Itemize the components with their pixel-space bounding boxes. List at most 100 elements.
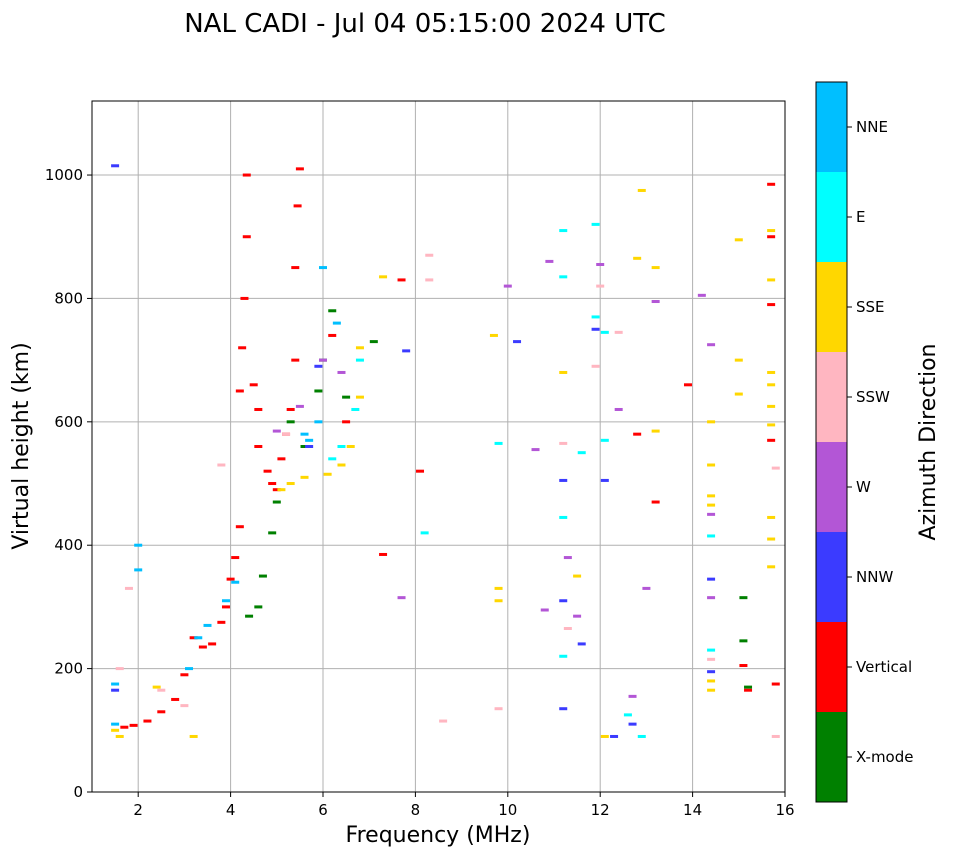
series-e (328, 222, 716, 738)
colorbar-tick-label: X-mode (856, 748, 913, 766)
data-point (272, 488, 281, 492)
data-point (115, 667, 124, 671)
data-point (559, 707, 568, 711)
plot-area-frame (91, 100, 786, 793)
data-point (425, 278, 434, 282)
colorbar-segment (816, 82, 847, 172)
data-point (332, 321, 341, 325)
data-point (577, 642, 586, 646)
data-point (559, 599, 568, 603)
data-point (744, 685, 753, 689)
data-point (355, 395, 364, 399)
data-point (305, 445, 314, 448)
data-point (628, 722, 637, 726)
data-point (111, 682, 120, 686)
data-point (351, 407, 360, 411)
data-point (328, 309, 337, 313)
colorbar-segment (816, 352, 847, 442)
data-point (707, 534, 716, 538)
data-point (258, 574, 267, 578)
data-point (559, 370, 568, 374)
x-axis-label: Frequency (MHz) (346, 823, 531, 848)
x-tick-label: 16 (775, 801, 794, 819)
data-point (249, 383, 258, 387)
data-point (272, 500, 281, 504)
colorbar-tick-label: NNE (856, 118, 888, 136)
y-axis-label: Virtual height (km) (9, 342, 34, 549)
data-point (295, 404, 304, 408)
data-marks (111, 164, 780, 738)
data-point (245, 614, 254, 618)
colorbar-segment (816, 262, 847, 352)
data-point (596, 284, 605, 288)
data-point (263, 469, 272, 473)
data-point (314, 364, 323, 368)
data-point (129, 723, 138, 727)
data-point (767, 229, 776, 233)
data-point (707, 688, 716, 692)
data-point (189, 734, 198, 738)
data-point (767, 278, 776, 282)
colorbar-tick-label: SSW (856, 388, 890, 406)
data-point (337, 463, 346, 467)
data-point (573, 614, 582, 618)
data-point (337, 445, 346, 448)
data-point (739, 664, 748, 668)
colorbar-tick-label: SSE (856, 298, 885, 316)
colorbar-frame (815, 81, 848, 803)
data-point (559, 229, 568, 233)
data-point (328, 457, 337, 461)
data-point (623, 713, 632, 717)
y-tick-label: 0 (73, 783, 83, 801)
data-point (397, 596, 406, 600)
data-point (513, 340, 522, 344)
data-point (300, 432, 309, 436)
data-point (771, 682, 780, 686)
data-point (157, 710, 166, 714)
data-point (767, 423, 776, 427)
data-point (707, 343, 716, 347)
data-point (319, 358, 327, 362)
data-point (739, 639, 748, 643)
data-point (577, 451, 586, 455)
data-point (134, 543, 143, 547)
data-point (355, 358, 364, 362)
data-point (767, 383, 776, 387)
data-point (683, 383, 692, 387)
data-point (143, 719, 152, 723)
data-point (651, 500, 660, 504)
colorbar-segment (816, 622, 847, 712)
data-point (771, 466, 780, 470)
data-point (111, 164, 120, 168)
data-point (651, 300, 660, 304)
chart-title: NAL CADI - Jul 04 05:15:00 2024 UTC (184, 9, 666, 39)
data-point (707, 657, 716, 661)
data-point (707, 463, 716, 467)
series-ssw (115, 253, 780, 738)
data-point (707, 577, 716, 581)
data-point (563, 627, 572, 631)
data-point (767, 235, 776, 239)
data-point (185, 667, 194, 671)
data-point (277, 457, 286, 461)
y-tick-label: 800 (54, 289, 83, 307)
data-point (291, 266, 300, 270)
x-axis: 2 4 6 8 10 12 14 16 (133, 792, 795, 819)
data-point (767, 370, 776, 374)
data-point (739, 596, 748, 600)
data-point (494, 599, 503, 603)
data-point (545, 259, 554, 263)
data-point (152, 685, 161, 689)
x-tick-label: 10 (498, 801, 517, 819)
colorbar-tick-label: NNW (856, 568, 893, 586)
data-point (559, 441, 568, 445)
x-tick-label: 2 (133, 801, 143, 819)
y-tick-label: 200 (54, 660, 83, 678)
colorbar-label: Azimuth Direction (916, 343, 941, 540)
data-point (767, 565, 776, 569)
data-point (217, 463, 226, 467)
data-point (235, 389, 244, 393)
data-point (600, 438, 609, 442)
x-tick-label: 14 (683, 801, 702, 819)
data-point (439, 719, 448, 723)
